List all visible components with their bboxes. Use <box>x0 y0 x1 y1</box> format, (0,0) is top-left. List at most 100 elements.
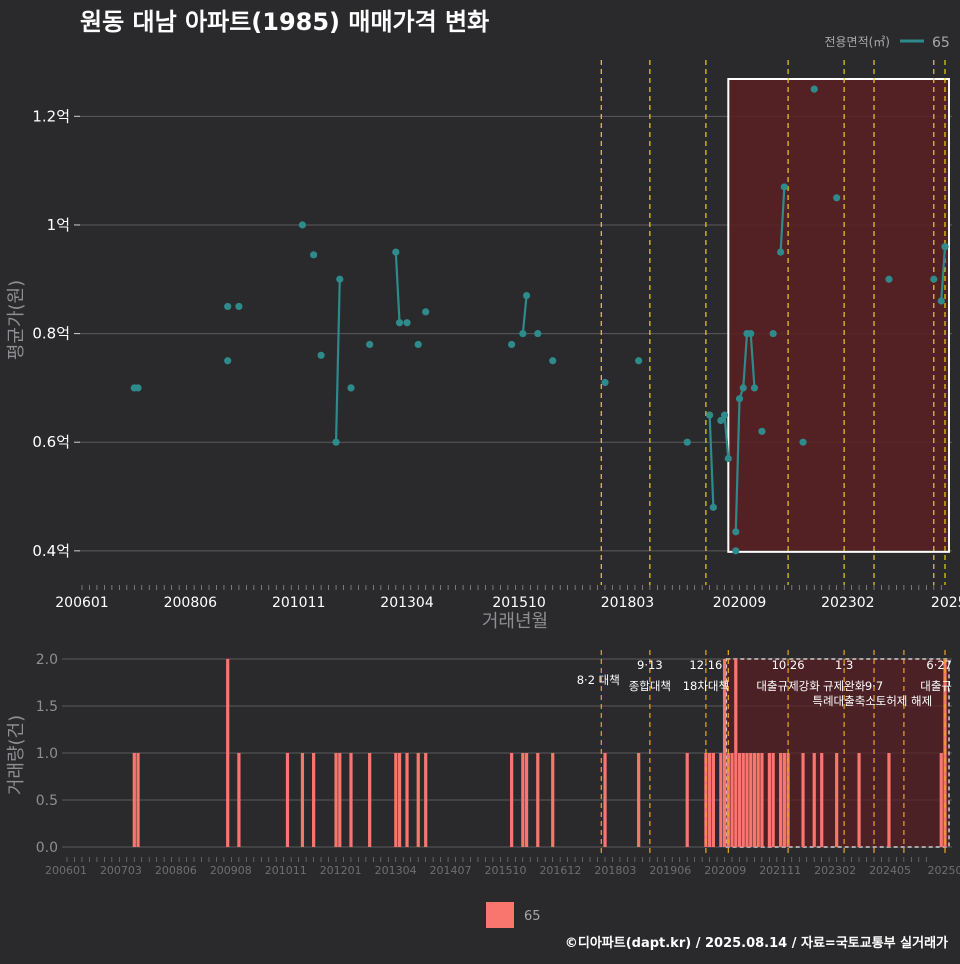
bottom-legend-swatch <box>486 902 514 928</box>
price-y-tick-label: 0.8억 <box>32 325 70 343</box>
price-series-line <box>523 296 527 334</box>
policy-annotation-name: 대출규제강화 <box>756 679 820 693</box>
price-point <box>224 357 231 364</box>
price-x-tick-label: 201304 <box>380 595 434 611</box>
bottom-legend: 65 <box>486 902 541 928</box>
volume-x-tick-label: 201510 <box>485 864 527 877</box>
volume-x-tick-label: 201011 <box>265 864 307 877</box>
volume-bar <box>779 753 782 847</box>
price-point <box>310 251 317 258</box>
volume-y-tick-label: 0.5 <box>36 793 58 809</box>
volume-bar <box>398 753 401 847</box>
volume-y-tick-label: 1.0 <box>36 746 58 762</box>
price-y-tick-label: 1.2억 <box>32 107 70 125</box>
policy-annotation-name: 대출규 <box>920 679 952 693</box>
price-point <box>392 249 399 256</box>
volume-bar <box>286 753 289 847</box>
volume-bar <box>603 753 606 847</box>
price-point <box>235 303 242 310</box>
volume-bar <box>510 753 513 847</box>
legend-title: 전용면적(㎡) <box>824 35 890 49</box>
price-point <box>732 528 739 535</box>
volume-bar <box>730 753 733 847</box>
price-point <box>635 357 642 364</box>
price-point <box>930 276 937 283</box>
policy-annotation-date: 8·2 대책 <box>577 673 620 687</box>
volume-x-tick-label: 201803 <box>594 864 636 877</box>
price-x-tick-label: 200601 <box>55 595 108 611</box>
price-x-axis-label: 거래년월 <box>482 611 548 632</box>
volume-bar <box>742 753 745 847</box>
price-point <box>885 276 892 283</box>
price-series-line <box>396 252 400 323</box>
volume-bar <box>712 753 715 847</box>
price-point <box>799 439 806 446</box>
volume-bar <box>772 753 775 847</box>
chart-title: 원동 대남 아파트(1985) 매매가격 변화 <box>80 8 489 36</box>
policy-annotation-date: 10·26 <box>772 658 805 672</box>
price-x-tick-label: 202009 <box>713 595 766 611</box>
volume-bar <box>637 753 640 847</box>
volume-bar <box>857 753 860 847</box>
price-point <box>684 439 691 446</box>
price-x-tick-label: 201011 <box>272 595 325 611</box>
volume-bar <box>338 753 341 847</box>
volume-x-tick-label: 201304 <box>375 864 417 877</box>
volume-y-tick-label: 0.0 <box>36 840 58 856</box>
volume-bar <box>708 753 711 847</box>
price-point <box>317 352 324 359</box>
volume-x-tick-label: 201906 <box>649 864 691 877</box>
price-y-tick-label: 0.4억 <box>32 542 70 560</box>
price-point <box>736 395 743 402</box>
volume-bar <box>301 753 304 847</box>
volume-bar <box>226 659 229 847</box>
price-point <box>938 297 945 304</box>
volume-bar <box>820 753 823 847</box>
price-x-tick-label: 2025 <box>931 595 960 611</box>
price-point <box>347 384 354 391</box>
volume-bar <box>801 753 804 847</box>
price-point <box>770 330 777 337</box>
price-series-line <box>710 415 714 507</box>
price-point <box>366 341 373 348</box>
price-point <box>523 292 530 299</box>
price-point <box>941 243 948 250</box>
policy-annotation-name: 종합대책 <box>629 679 671 693</box>
volume-bar <box>424 753 427 847</box>
volume-y-axis-label: 거래량(건) <box>6 715 27 795</box>
volume-bar <box>237 753 240 847</box>
price-x-tick-label: 201803 <box>601 595 654 611</box>
price-point <box>732 547 739 554</box>
price-point <box>422 308 429 315</box>
volume-bar <box>334 753 337 847</box>
price-point <box>519 330 526 337</box>
legend-label: 65 <box>932 35 950 51</box>
policy-annotation-extra: 토허제 해제 <box>876 694 933 708</box>
price-point <box>777 249 784 256</box>
volume-bar <box>783 753 786 847</box>
volume-bar <box>738 753 741 847</box>
volume-bar <box>405 753 408 847</box>
volume-y-tick-label: 1.5 <box>36 699 58 715</box>
volume-x-tick-label: 20250 <box>928 864 960 877</box>
price-point <box>549 357 556 364</box>
policy-annotation-extra: 특례대출축소 <box>812 694 875 708</box>
volume-bar <box>753 753 756 847</box>
price-y-tick-label: 1억 <box>47 216 70 234</box>
volume-bar <box>349 753 352 847</box>
volume-bar <box>719 753 722 847</box>
volume-bar <box>312 753 315 847</box>
price-point <box>710 504 717 511</box>
price-x-tick-label: 200806 <box>164 595 218 611</box>
volume-bar <box>760 753 763 847</box>
volume-x-tick-label: 200601 <box>45 864 87 877</box>
volume-bar <box>757 753 760 847</box>
volume-x-tick-label: 200806 <box>155 864 197 877</box>
volume-bar <box>940 753 943 847</box>
bottom-legend-label: 65 <box>524 909 541 924</box>
volume-bar <box>734 659 737 847</box>
price-point <box>833 194 840 201</box>
